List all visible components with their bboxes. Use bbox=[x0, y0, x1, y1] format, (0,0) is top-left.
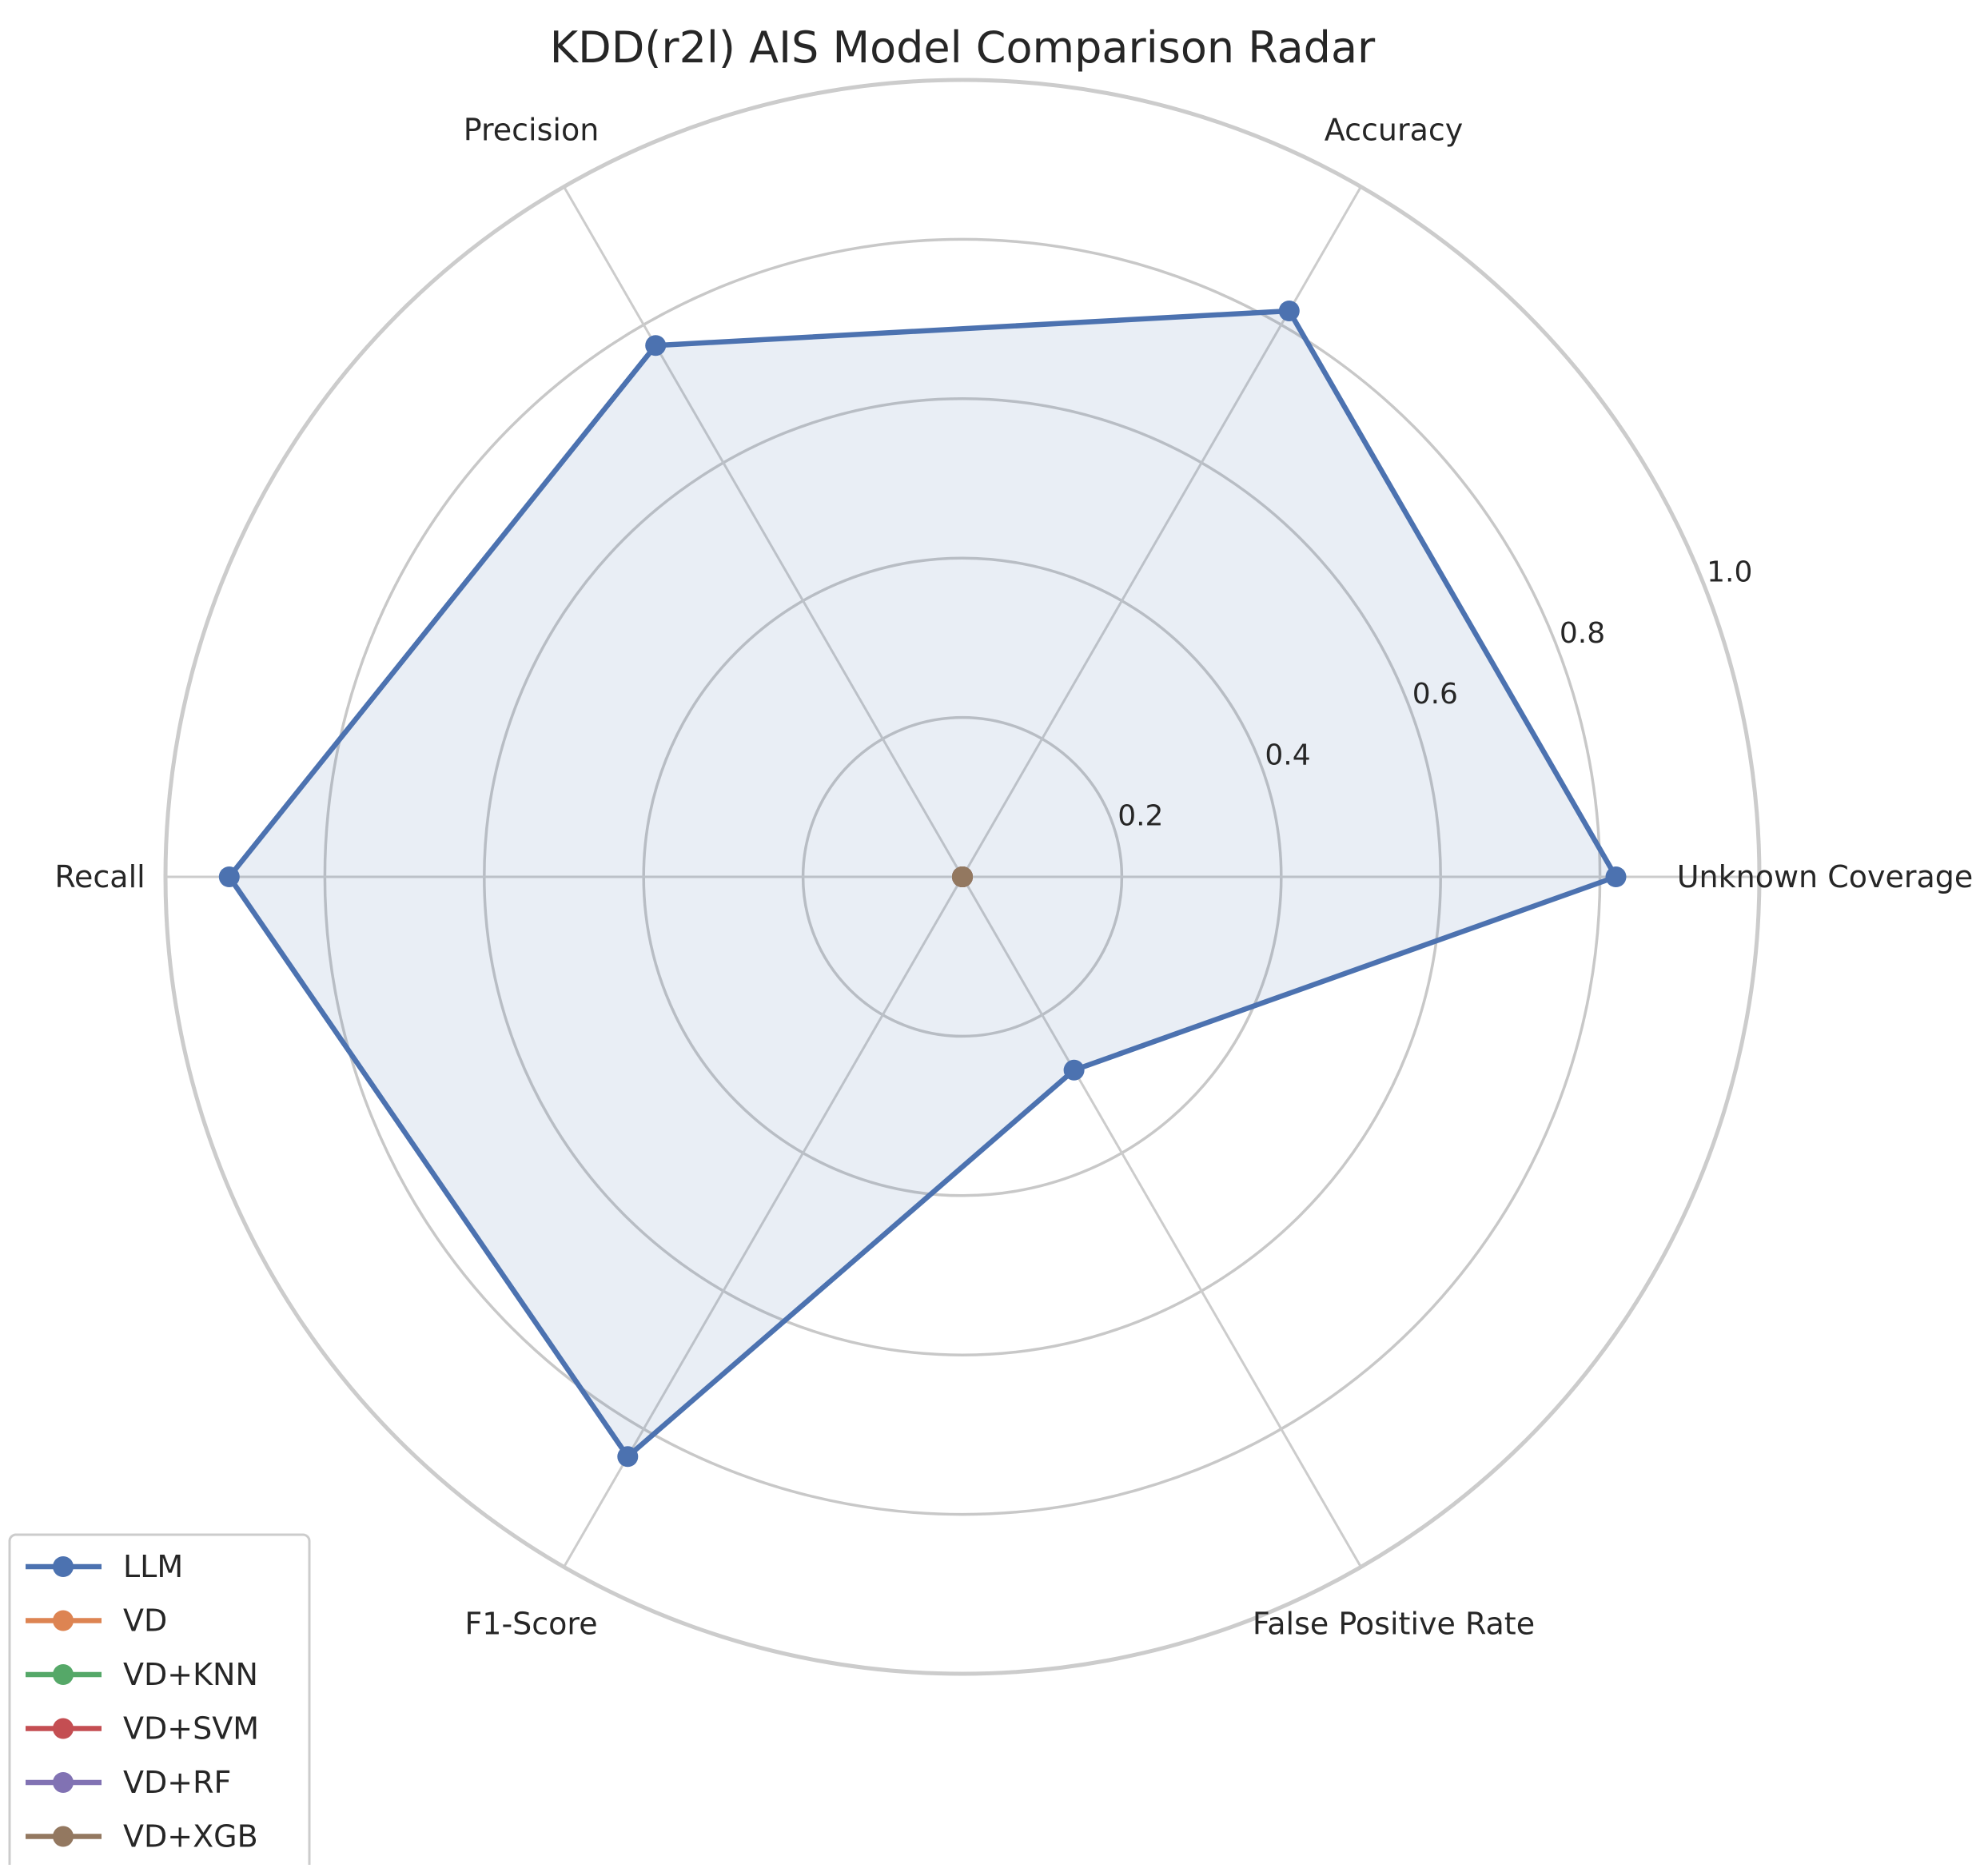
chart-title: KDD(r2l) AIS Model Comparison Radar bbox=[550, 22, 1376, 73]
legend-label-5: VD+XGB bbox=[123, 1819, 258, 1854]
legend-label-0: LLM bbox=[123, 1549, 183, 1584]
legend-marker-0 bbox=[53, 1556, 74, 1577]
series-5-point-5 bbox=[952, 866, 973, 887]
axis-label-5: False Positive Rate bbox=[1253, 1606, 1535, 1641]
legend: LLM VD VD+KNN VD+SVM VD+RF VD+XGB bbox=[8, 1533, 311, 1868]
series-0-point-2 bbox=[645, 335, 667, 356]
legend-marker-5 bbox=[53, 1826, 74, 1847]
radar-grid bbox=[163, 78, 1762, 1676]
legend-label-2: VD+KNN bbox=[123, 1657, 258, 1692]
axis-label-4: F1-Score bbox=[464, 1606, 597, 1641]
rtick-label-4: 1.0 bbox=[1707, 556, 1752, 589]
series-0-point-0 bbox=[1605, 866, 1627, 887]
radar-series bbox=[218, 301, 1627, 1468]
grid-spoke-2 bbox=[563, 185, 964, 878]
radial-tick-labels: 0.2 0.4 0.6 0.8 1.0 bbox=[1118, 556, 1752, 833]
legend-marker-3 bbox=[53, 1718, 74, 1739]
axis-label-2: Precision bbox=[464, 113, 600, 148]
legend-label-3: VD+SVM bbox=[123, 1711, 259, 1747]
legend-marker-2 bbox=[53, 1664, 74, 1685]
rtick-label-0: 0.2 bbox=[1118, 800, 1163, 833]
grid-spoke-1 bbox=[961, 185, 1362, 878]
grid-spoke-5 bbox=[961, 876, 1362, 1568]
axis-label-1: Accuracy bbox=[1325, 113, 1464, 148]
rtick-label-3: 0.8 bbox=[1560, 617, 1605, 650]
rtick-label-1: 0.4 bbox=[1265, 739, 1310, 771]
rtick-label-2: 0.6 bbox=[1412, 678, 1458, 711]
legend-marker-4 bbox=[53, 1772, 74, 1793]
legend-label-4: VD+RF bbox=[123, 1765, 231, 1800]
legend-label-1: VD bbox=[123, 1603, 167, 1639]
series-0-point-5 bbox=[1063, 1059, 1085, 1081]
axis-labels: Unknown Coverage Accuracy Precision Recall F… bbox=[54, 113, 1973, 1642]
axis-label-0: Unknown Coverage bbox=[1677, 859, 1974, 894]
series-fill-0 bbox=[229, 311, 1616, 1457]
legend-marker-1 bbox=[53, 1610, 74, 1631]
axis-label-3: Recall bbox=[54, 859, 145, 894]
series-0-point-3 bbox=[218, 866, 240, 887]
series-0-point-4 bbox=[617, 1446, 639, 1468]
series-0-point-1 bbox=[1278, 301, 1300, 321]
